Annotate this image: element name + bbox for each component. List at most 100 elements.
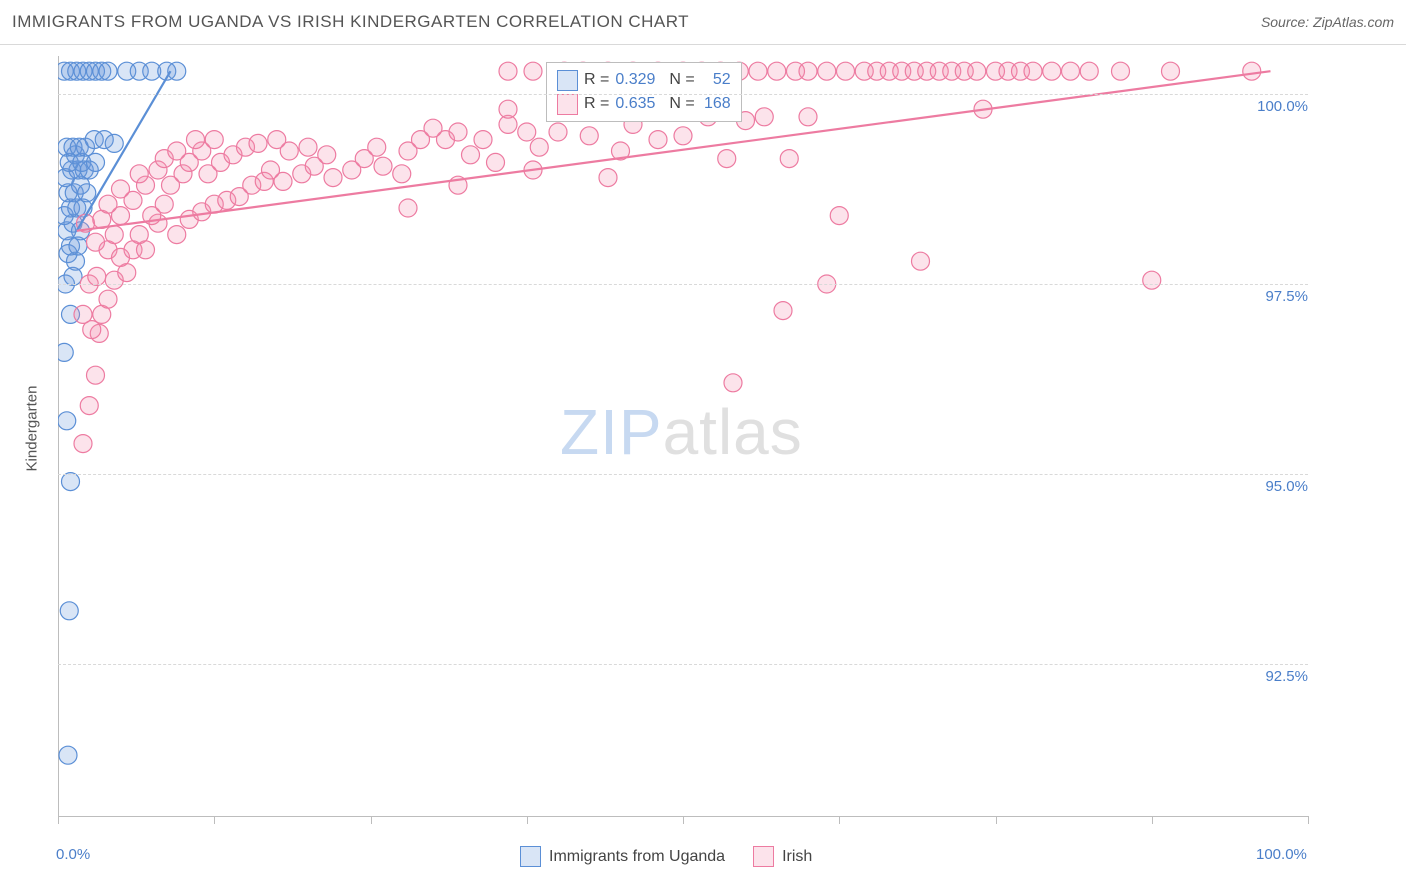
x-tick (996, 816, 997, 824)
x-tick (1152, 816, 1153, 824)
data-point-irish (130, 165, 148, 183)
data-point-irish (968, 62, 986, 80)
legend-swatch-irish (557, 94, 578, 115)
data-point-irish (1024, 62, 1042, 80)
y-tick-label: 97.5% (1228, 288, 1308, 305)
data-point-irish (580, 127, 598, 145)
x-tick (1308, 816, 1309, 824)
data-point-uganda (60, 602, 78, 620)
legend-n-label: N = (669, 68, 694, 92)
data-point-irish (518, 123, 536, 141)
data-point-irish (1112, 62, 1130, 80)
data-point-irish (74, 435, 92, 453)
data-point-irish (1080, 62, 1098, 80)
x-tick (58, 816, 59, 824)
data-point-irish (1162, 62, 1180, 80)
data-point-irish (799, 108, 817, 126)
data-point-irish (1043, 62, 1061, 80)
bottom-legend-label: Immigrants from Uganda (549, 848, 725, 866)
legend-r-label: R = (584, 68, 609, 92)
data-point-irish (830, 207, 848, 225)
data-point-irish (755, 108, 773, 126)
data-point-irish (399, 199, 417, 217)
data-point-irish (99, 195, 117, 213)
grid-line (58, 474, 1308, 475)
bottom-legend-item-irish: Irish (753, 846, 812, 867)
data-point-irish (1143, 271, 1161, 289)
data-point-irish (549, 123, 567, 141)
data-point-uganda (99, 62, 117, 80)
data-point-irish (912, 252, 930, 270)
data-point-uganda (87, 153, 105, 171)
x-tick-label-last: 100.0% (1256, 846, 1307, 863)
data-point-irish (780, 150, 798, 168)
legend-r-label: R = (584, 92, 609, 116)
grid-line (58, 284, 1308, 285)
data-point-irish (424, 119, 442, 137)
data-point-irish (1243, 62, 1261, 80)
data-point-irish (499, 100, 517, 118)
data-point-irish (168, 142, 186, 160)
y-tick-label: 92.5% (1228, 668, 1308, 685)
data-point-irish (774, 302, 792, 320)
data-point-uganda (58, 412, 76, 430)
legend-n-value: 52 (701, 68, 731, 92)
data-point-irish (87, 366, 105, 384)
stats-legend: R = 0.329 N = 52 R = 0.635 N = 168 (546, 62, 742, 122)
data-point-uganda (55, 343, 73, 361)
data-point-irish (268, 131, 286, 149)
bottom-legend-item-uganda: Immigrants from Uganda (520, 846, 725, 867)
bottom-legend: Immigrants from Uganda Irish (520, 846, 812, 867)
data-point-irish (499, 62, 517, 80)
data-point-irish (749, 62, 767, 80)
data-point-irish (318, 146, 336, 164)
data-point-irish (399, 142, 417, 160)
data-point-irish (724, 374, 742, 392)
data-point-irish (80, 397, 98, 415)
data-point-irish (155, 195, 173, 213)
data-point-irish (474, 131, 492, 149)
legend-swatch-uganda (557, 70, 578, 91)
data-point-irish (1062, 62, 1080, 80)
data-point-irish (524, 62, 542, 80)
legend-row-irish: R = 0.635 N = 168 (557, 92, 731, 116)
data-point-irish (374, 157, 392, 175)
scatter-plot (0, 0, 1406, 892)
data-point-irish (818, 62, 836, 80)
x-tick (839, 816, 840, 824)
data-point-irish (74, 305, 92, 323)
data-point-irish (768, 62, 786, 80)
data-point-irish (449, 123, 467, 141)
data-point-irish (130, 226, 148, 244)
data-point-uganda (62, 473, 80, 491)
x-tick (371, 816, 372, 824)
data-point-irish (799, 62, 817, 80)
data-point-irish (88, 267, 106, 285)
data-point-irish (168, 226, 186, 244)
data-point-irish (249, 134, 267, 152)
data-point-irish (262, 161, 280, 179)
data-point-irish (599, 169, 617, 187)
data-point-irish (187, 131, 205, 149)
grid-line (58, 94, 1308, 95)
data-point-irish (718, 150, 736, 168)
legend-n-value: 168 (701, 92, 731, 116)
data-point-irish (368, 138, 386, 156)
legend-swatch-uganda (520, 846, 541, 867)
legend-n-label: N = (669, 92, 694, 116)
x-tick (214, 816, 215, 824)
data-point-irish (462, 146, 480, 164)
data-point-irish (99, 290, 117, 308)
y-tick-label: 100.0% (1228, 98, 1308, 115)
legend-swatch-irish (753, 846, 774, 867)
legend-row-uganda: R = 0.329 N = 52 (557, 68, 731, 92)
x-tick-label-first: 0.0% (56, 846, 90, 863)
legend-r-value: 0.329 (615, 68, 663, 92)
bottom-legend-label: Irish (782, 848, 812, 866)
data-point-irish (674, 127, 692, 145)
data-point-irish (649, 131, 667, 149)
data-point-irish (393, 165, 411, 183)
data-point-irish (530, 138, 548, 156)
data-point-irish (112, 180, 130, 198)
data-point-irish (87, 233, 105, 251)
